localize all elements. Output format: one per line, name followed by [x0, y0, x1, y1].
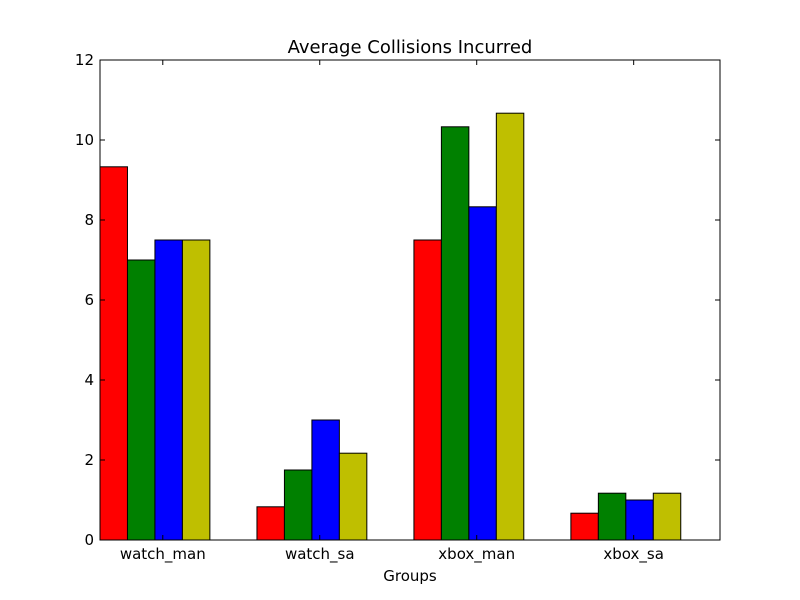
- bar-watch_sa-2: [283, 469, 313, 541]
- x-tick-label-xbox_sa: xbox_sa: [603, 545, 664, 564]
- y-tick-label: 4: [84, 371, 94, 389]
- bar-xbox_sa-2: [597, 492, 627, 541]
- x-tick-label-watch_sa: watch_sa: [285, 545, 355, 564]
- x-tick-label-xbox_man: xbox_man: [438, 545, 515, 564]
- bar-xbox_man-2: [440, 126, 470, 541]
- bar-watch_man-3: [154, 239, 183, 541]
- bars-group: [99, 112, 682, 541]
- bar-watch_man-4: [181, 239, 211, 541]
- y-tick-label: 12: [75, 51, 94, 69]
- chart-title: Average Collisions Incurred: [288, 37, 533, 58]
- x-tick-label-watch_man: watch_man: [120, 545, 206, 564]
- y-tick-label: 6: [84, 291, 94, 309]
- bar-watch_man-2: [126, 259, 156, 541]
- y-tick-label: 10: [75, 131, 94, 149]
- plot-area-frame: [99, 59, 721, 541]
- bar-xbox_man-4: [495, 112, 525, 541]
- y-tick-label: 2: [84, 451, 94, 469]
- bar-watch_sa-1: [256, 506, 285, 541]
- bar-xbox_man-3: [468, 206, 497, 541]
- ticks-group: 0 2 4 6 8 10 12 watch_man watch_sa xbox_man xbox_s…: [75, 51, 720, 564]
- y-tick-label: 8: [84, 211, 94, 229]
- x-axis-label: Groups: [383, 567, 437, 585]
- bar-watch_sa-4: [338, 452, 368, 541]
- bar-watch_man-1: [99, 166, 128, 541]
- bar-xbox_man-1: [413, 239, 442, 541]
- bar-watch_sa-3: [311, 419, 340, 541]
- y-tick-label: 0: [84, 531, 94, 549]
- bar-xbox_sa-1: [570, 512, 599, 541]
- bar-xbox_sa-4: [652, 492, 682, 541]
- bar-xbox_sa-3: [625, 499, 654, 541]
